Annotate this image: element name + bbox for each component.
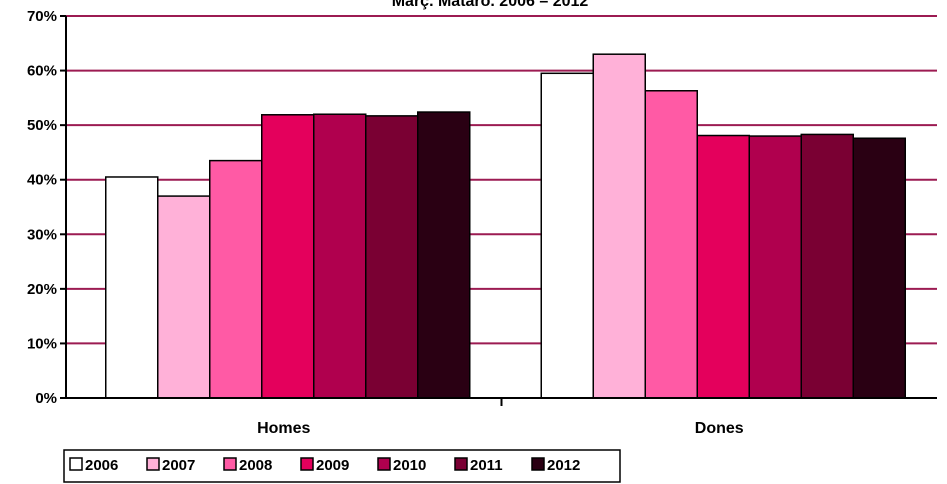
legend: 2006 2007 2008 2009 2010 2011 2012 (63, 449, 621, 483)
x-category-labels: Homes Dones (257, 398, 744, 437)
legend-label-2007: 2007 (162, 457, 195, 474)
bar-dones-2007 (592, 53, 646, 399)
legend-label-2010: 2010 (393, 457, 426, 474)
legend-swatch-2010 (377, 457, 391, 471)
legend-swatch-2006 (69, 457, 83, 471)
x-category-label: Dones (695, 420, 744, 437)
y-tick-label: 0% (35, 390, 57, 407)
x-category-label: Homes (257, 420, 310, 437)
y-tick-labels: 0% 10% 20% 30% 40% 50% 60% 70% (27, 8, 66, 407)
legend-label-2008: 2008 (239, 457, 272, 474)
legend-label-2011: 2011 (470, 457, 503, 474)
chart-title: Març. Mataró. 2006 – 2012 (392, 0, 589, 10)
bar-homes-2012 (417, 111, 471, 399)
bar-homes-2007 (157, 195, 211, 399)
bar-homes-2011 (365, 115, 419, 399)
bars (105, 53, 906, 399)
bar-dones-2011 (800, 133, 854, 399)
legend-label-2006: 2006 (85, 457, 118, 474)
y-tick-label: 30% (27, 226, 57, 243)
y-tick-label: 70% (27, 8, 57, 25)
bar-homes-2006 (105, 176, 159, 399)
bar-dones-2006 (540, 72, 594, 399)
y-tick-label: 10% (27, 335, 57, 352)
legend-swatch-2007 (146, 457, 160, 471)
y-tick-label: 20% (27, 281, 57, 298)
y-tick-label: 60% (27, 63, 57, 80)
bar-dones-2009 (696, 134, 750, 399)
bar-dones-2008 (644, 90, 698, 399)
bar-homes-2010 (313, 113, 367, 399)
legend-swatch-2008 (223, 457, 237, 471)
legend-swatch-2009 (300, 457, 314, 471)
y-tick-label: 50% (27, 117, 57, 134)
legend-label-2009: 2009 (316, 457, 349, 474)
legend-label-2012: 2012 (547, 457, 580, 474)
legend-box (63, 449, 621, 483)
bar-homes-2008 (209, 159, 263, 399)
legend-swatch-2011 (454, 457, 468, 471)
y-tick-label: 40% (27, 172, 57, 189)
bar-dones-2012 (852, 137, 906, 399)
bar-dones-2010 (748, 135, 802, 399)
legend-swatch-2012 (531, 457, 545, 471)
bar-homes-2009 (261, 114, 315, 399)
